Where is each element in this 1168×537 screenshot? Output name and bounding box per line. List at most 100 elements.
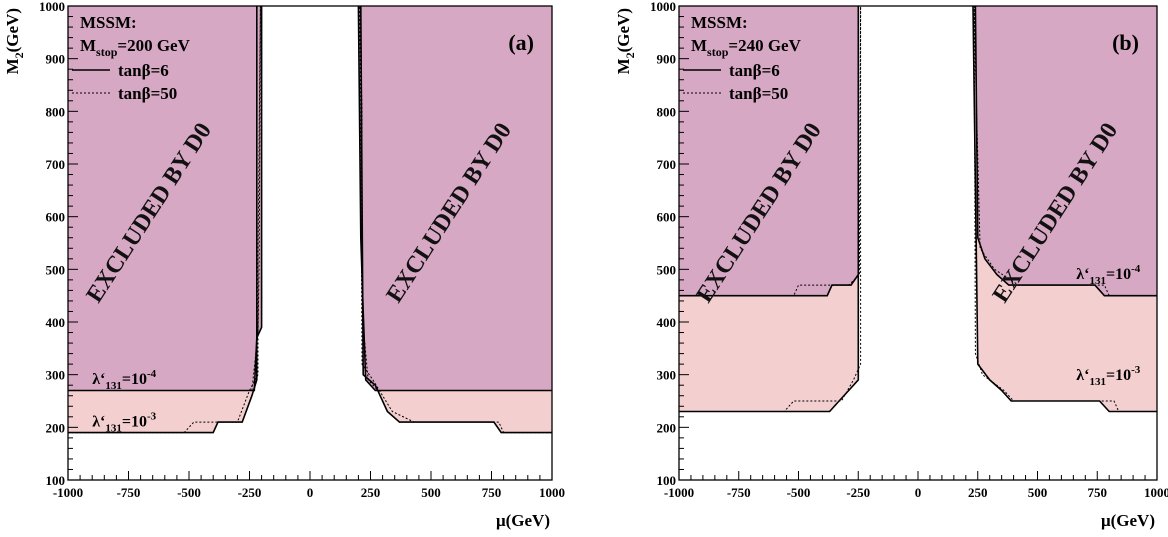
legend-dotted-label: tanβ=50 [729, 84, 788, 103]
y-tick-label: 900 [46, 52, 66, 67]
x-tick-label: 0 [915, 485, 922, 500]
x-tick-label: 1000 [539, 485, 565, 500]
y-tick-label: 200 [657, 420, 677, 435]
excluded-region-left--4 [679, 6, 859, 296]
x-tick-label: 750 [482, 485, 502, 500]
stop-mass-value: =200 GeV [117, 36, 190, 55]
x-tick-label: -1000 [664, 485, 694, 500]
stop-mass-value: =240 GeV [728, 36, 801, 55]
x-tick-label: -750 [727, 485, 751, 500]
x-tick-label: 250 [361, 485, 381, 500]
lambda-label--4: λ‘131=10-4 [92, 368, 156, 392]
y-tick-label: 500 [46, 262, 66, 277]
x-tick-label: 500 [421, 485, 441, 500]
contour-tanb6-right--4 [974, 5, 1157, 297]
y-axis-title-sub: 2 [623, 52, 637, 58]
stop-mass-m: M [691, 36, 707, 55]
contour-tanb50-left--4 [68, 5, 261, 391]
x-tick-label: 750 [1088, 485, 1108, 500]
y-tick-label: 500 [657, 262, 677, 277]
lambda-exponent: -4 [1131, 263, 1141, 275]
legend-dotted-label: tanβ=50 [118, 84, 177, 103]
y-tick-label: 200 [46, 420, 66, 435]
y-axis-title-unit: (GeV) [614, 8, 633, 52]
y-tick-label: 100 [46, 473, 66, 488]
y-axis-title-sub: 2 [12, 52, 26, 58]
x-tick-label: 250 [968, 485, 988, 500]
legend-title-text: MSSM: [691, 13, 748, 32]
x-tick-label: -1000 [53, 485, 83, 500]
y-tick-label: 600 [46, 210, 66, 225]
panel-b: -1000 -750 -500 -250 0 250 500 750 1000 100 200 300… [614, 0, 1168, 530]
panel-label: (a) [508, 30, 534, 55]
excluded-region-right--4 [358, 6, 552, 391]
x-tick-label: 500 [1028, 485, 1048, 500]
y-axis-title: M2(GeV) [614, 8, 637, 74]
legend-dotted-text: tanβ=50 [729, 84, 788, 103]
lambda-label--3: λ‘131=10-3 [92, 410, 156, 434]
y-tick-label: 800 [46, 104, 66, 119]
lambda-exponent: -4 [147, 368, 157, 380]
x-axis-title: μ(GeV) [496, 511, 550, 530]
y-tick-label: 600 [657, 210, 677, 225]
y-tick-label: 400 [657, 315, 677, 330]
lambda-symbol: λ‘ [92, 371, 105, 388]
y-tick-label: 1000 [650, 0, 676, 14]
stop-mass-sub: stop [707, 45, 729, 59]
y-tick-label: 300 [46, 368, 66, 383]
stop-mass-m: M [80, 36, 96, 55]
lambda-symbol: λ‘ [92, 413, 105, 430]
x-tick-label: -500 [787, 485, 811, 500]
y-axis-title-m: M [614, 58, 633, 74]
lambda-subscript: 131 [105, 380, 122, 392]
x-axis-title-text: μ(GeV) [496, 511, 550, 530]
lambda-exponent: -3 [147, 410, 157, 422]
lambda-subscript: 131 [1089, 376, 1106, 388]
contour-tanb50-right--4 [973, 5, 1157, 297]
contour-tanb50-right--4 [359, 5, 552, 391]
contour-tanb6-right--4 [357, 5, 552, 392]
x-tick-label: -500 [177, 485, 201, 500]
contour-tanb50-right--3 [973, 5, 1157, 412]
y-tick-label: 800 [657, 104, 677, 119]
lambda-base: =10 [1106, 367, 1131, 384]
contour-tanb50-right--3 [359, 5, 552, 434]
y-tick-label: 100 [657, 473, 677, 488]
legend-title: MSSM: [80, 13, 137, 32]
contour-tanb50-left--3 [679, 6, 862, 412]
legend-title: MSSM: [691, 13, 748, 32]
contour-tanb6-right--3 [972, 5, 1157, 413]
excluded-region-left--4 [68, 6, 262, 391]
y-axis-title-m: M [3, 58, 22, 74]
x-tick-label: -750 [117, 485, 141, 500]
x-tick-label: -250 [846, 485, 870, 500]
legend-stop-mass: Mstop=240 GeV [691, 36, 802, 59]
lambda-symbol: λ‘ [1076, 266, 1089, 283]
lambda-base: =10 [122, 371, 147, 388]
lambda-label--3: λ‘131=10-3 [1076, 364, 1140, 388]
contour-tanb6-left--3 [679, 6, 860, 413]
y-tick-label: 300 [657, 368, 677, 383]
y-tick-label: 900 [657, 52, 677, 67]
lambda-base: =10 [122, 413, 147, 430]
legend-title-text: MSSM: [80, 13, 137, 32]
panel-a: -1000 -750 -500 -250 0 250 500 750 1000 100 200 300… [3, 0, 565, 530]
x-axis-title: μ(GeV) [1101, 511, 1155, 530]
excluded-region-right--4 [975, 6, 1157, 296]
lambda-subscript: 131 [105, 422, 122, 434]
lambda-base: =10 [1106, 266, 1131, 283]
legend-dotted-text: tanβ=50 [118, 84, 177, 103]
legend-solid-label: tanβ=6 [729, 61, 780, 80]
legend-solid-text: tanβ=6 [729, 61, 780, 80]
stop-mass-sub: stop [96, 45, 118, 59]
legend-solid-text: tanβ=6 [118, 61, 169, 80]
y-axis-title-unit: (GeV) [3, 8, 22, 52]
lambda-exponent: -3 [1131, 364, 1141, 376]
lambda-symbol: λ‘ [1076, 367, 1089, 384]
x-tick-label: 0 [307, 485, 314, 500]
x-tick-label: -250 [238, 485, 262, 500]
y-axis-title: M2(GeV) [3, 8, 26, 74]
y-tick-label: 700 [46, 157, 66, 172]
contour-tanb6-left--3 [68, 6, 258, 434]
